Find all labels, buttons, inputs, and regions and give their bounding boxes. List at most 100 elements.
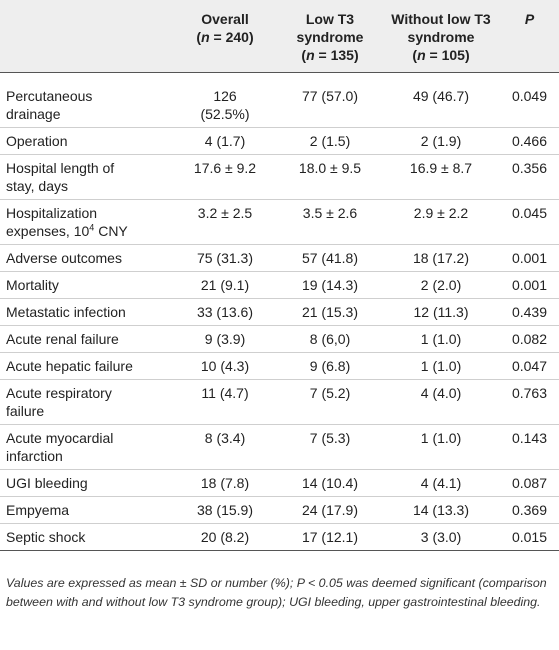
- overall-cell: 75 (31.3): [172, 244, 278, 272]
- row-label: Empyema: [0, 496, 172, 524]
- header-empty-cell: [0, 0, 172, 73]
- p-value-cell: 0.369: [500, 496, 559, 524]
- low-t3-cell: 2 (1.5): [278, 127, 382, 155]
- table-row: Acute hepatic failure 10 (4.3) 9 (6.8) 1 (1…: [0, 352, 559, 380]
- overall-value: 11 (4.7): [201, 385, 249, 401]
- p-value-cell: 0.049: [500, 72, 559, 128]
- overall-cell: 20 (8.2): [172, 523, 278, 551]
- header-without-label: Without low T3: [391, 11, 491, 27]
- overall-cell: 10 (4.3): [172, 352, 278, 380]
- p-value-cell: 0.763: [500, 379, 559, 425]
- overall-cell: 17.6 ± 9.2: [172, 154, 278, 200]
- row-label: Mortality: [0, 271, 172, 299]
- table-row: Hospitalization expenses, 104 CNY 3.2 ± 2.…: [0, 199, 559, 245]
- without-low-t3-cell: 1 (1.0): [382, 325, 500, 353]
- table-row: Septic shock 20 (8.2) 17 (12.1) 3 (3.0) 0.01…: [0, 523, 559, 551]
- table-row: Percutaneous drainage 126 (52.5%) 77 (57.0) 4…: [0, 72, 559, 128]
- row-label-line1: Acute renal failure: [6, 331, 119, 347]
- row-label-line1: Adverse outcomes: [6, 250, 122, 266]
- table-body: Percutaneous drainage 126 (52.5%) 77 (57.0) 4…: [0, 72, 559, 551]
- low-t3-cell: 7 (5.2): [278, 379, 382, 425]
- p-value-cell: 0.047: [500, 352, 559, 380]
- overall-value: 18 (7.8): [200, 475, 250, 491]
- without-low-t3-cell: 4 (4.1): [382, 469, 500, 497]
- p-value-cell: 0.001: [500, 271, 559, 299]
- overall-value: 38 (15.9): [196, 502, 254, 518]
- low-t3-cell: 3.5 ± 2.6: [278, 199, 382, 245]
- p-value-cell: 0.356: [500, 154, 559, 200]
- overall-cell: 4 (1.7): [172, 127, 278, 155]
- without-low-t3-cell: 2.9 ± 2.2: [382, 199, 500, 245]
- row-label-line1: Empyema: [6, 502, 70, 518]
- overall-cell: 11 (4.7): [172, 379, 278, 425]
- row-label-line1: Metastatic infection: [6, 304, 126, 320]
- low-t3-cell: 18.0 ± 9.5: [278, 154, 382, 200]
- header-without-label-2: syndrome: [407, 29, 475, 45]
- header-low-t3: Low T3 syndrome (n = 135): [278, 0, 382, 73]
- row-label: Metastatic infection: [0, 298, 172, 326]
- table-row: Mortality 21 (9.1) 19 (14.3) 2 (2.0) 0.001: [0, 271, 559, 299]
- overall-value: 21 (9.1): [200, 277, 250, 293]
- header-without-low-t3: Without low T3 syndrome (n = 105): [382, 0, 500, 73]
- row-label-line2: expenses, 10: [6, 223, 90, 239]
- row-label-unit: CNY: [94, 223, 128, 239]
- low-t3-cell: 24 (17.9): [278, 496, 382, 524]
- p-value-cell: 0.439: [500, 298, 559, 326]
- row-label-line1: Acute respiratory: [6, 385, 112, 401]
- row-label-line1: Mortality: [6, 277, 59, 293]
- header-overall: Overall (n = 240): [172, 0, 278, 73]
- low-t3-cell: 57 (41.8): [278, 244, 382, 272]
- table-row: Metastatic infection 33 (13.6) 21 (15.3) 12…: [0, 298, 559, 326]
- without-low-t3-cell: 2 (1.9): [382, 127, 500, 155]
- row-label-line2: stay, days: [6, 178, 68, 194]
- low-t3-cell: 7 (5.3): [278, 424, 382, 470]
- without-low-t3-cell: 16.9 ± 8.7: [382, 154, 500, 200]
- low-t3-cell: 9 (6.8): [278, 352, 382, 380]
- header-overall-n-italic: n: [201, 29, 210, 45]
- table-footnote: Values are expressed as mean ± SD or num…: [6, 576, 547, 609]
- overall-cell: 18 (7.8): [172, 469, 278, 497]
- p-value-cell: 0.466: [500, 127, 559, 155]
- row-label-line1: Operation: [6, 133, 68, 149]
- row-label-line2: drainage: [6, 106, 61, 122]
- row-label: Acute respiratory failure: [0, 379, 172, 425]
- without-low-t3-cell: 49 (46.7): [382, 72, 500, 128]
- low-t3-cell: 19 (14.3): [278, 271, 382, 299]
- row-label-line1: Hospitalization: [6, 205, 98, 221]
- overall-value: 20 (8.2): [200, 529, 250, 545]
- overall-value: 8 (3.4): [204, 430, 246, 446]
- overall-value: 9 (3.9): [204, 331, 246, 347]
- p-value-cell: 0.001: [500, 244, 559, 272]
- p-value-cell: 0.045: [500, 199, 559, 245]
- without-low-t3-cell: 1 (1.0): [382, 424, 500, 470]
- row-label-line2: failure: [6, 403, 45, 419]
- row-label-line1: UGI bleeding: [6, 475, 88, 491]
- table-header: Overall (n = 240) Low T3 syndrome (n = 1…: [0, 0, 559, 73]
- row-label: Acute myocardial infarction: [0, 424, 172, 470]
- table-row: Operation 4 (1.7) 2 (1.5) 2 (1.9) 0.466: [0, 127, 559, 155]
- without-low-t3-cell: 2 (2.0): [382, 271, 500, 299]
- p-value-cell: 0.143: [500, 424, 559, 470]
- low-t3-cell: 14 (10.4): [278, 469, 382, 497]
- overall-cell: 33 (13.6): [172, 298, 278, 326]
- overall-value: 17.6 ± 9.2: [193, 160, 257, 176]
- header-low-label-2: syndrome: [296, 29, 364, 45]
- row-label-line1: Septic shock: [6, 529, 86, 545]
- row-label: Adverse outcomes: [0, 244, 172, 272]
- low-t3-cell: 17 (12.1): [278, 523, 382, 551]
- row-label-line1: Acute myocardial: [6, 430, 114, 446]
- header-low-label: Low T3: [305, 11, 355, 27]
- overall-value: 10 (4.3): [200, 358, 250, 374]
- low-t3-cell: 77 (57.0): [278, 72, 382, 128]
- p-value-cell: 0.082: [500, 325, 559, 353]
- row-label: Percutaneous drainage: [0, 72, 172, 128]
- table-row: UGI bleeding 18 (7.8) 14 (10.4) 4 (4.1) 0.08…: [0, 469, 559, 497]
- without-low-t3-cell: 4 (4.0): [382, 379, 500, 425]
- low-t3-cell: 21 (15.3): [278, 298, 382, 326]
- overall-cell: 126 (52.5%): [172, 72, 278, 128]
- table-row: Acute myocardial infarction 8 (3.4) 7 (5.3)…: [0, 424, 559, 470]
- without-low-t3-cell: 3 (3.0): [382, 523, 500, 551]
- row-label-line1: Acute hepatic failure: [6, 358, 133, 374]
- row-label: Operation: [0, 127, 172, 155]
- table-row: Hospital length of stay, days 17.6 ± 9.2 18…: [0, 154, 559, 200]
